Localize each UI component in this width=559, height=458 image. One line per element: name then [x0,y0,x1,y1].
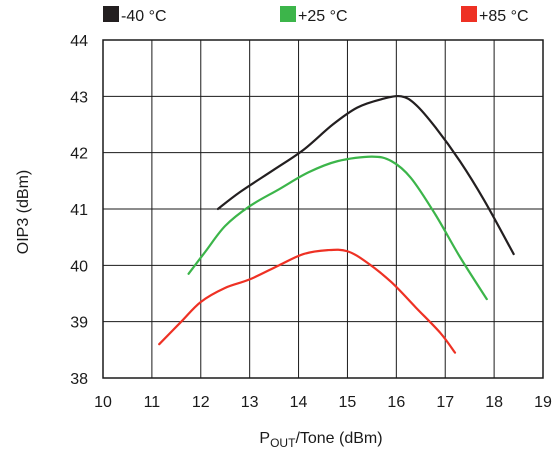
x-tick-label: 14 [290,394,308,411]
x-tick-labels: 10 11 12 13 14 15 16 17 18 19 [94,394,552,411]
x-tick-label: 11 [144,394,161,411]
legend-item-minus40c: -40 °C [103,6,167,25]
x-axis-label-suffix: /Tone (dBm) [295,430,382,447]
x-tick-label: 17 [436,394,454,411]
legend-item-plus85c: +85 °C [461,6,529,25]
series-lines [158,95,515,354]
legend-swatch [103,6,119,22]
x-axis-label: POUT/Tone (dBm) [259,430,382,450]
x-tick-label: 19 [534,394,552,411]
y-tick-label: 38 [70,371,88,388]
grid [102,39,544,379]
y-tick-labels: 38 39 40 41 42 43 44 [70,33,88,388]
x-tick-label: 13 [241,394,259,411]
y-tick-label: 43 [70,89,88,106]
legend-label: -40 °C [121,8,167,25]
y-tick-label: 42 [70,146,88,163]
y-axis-label: OIP3 (dBm) [15,170,32,254]
x-axis-label-main: P [259,430,270,447]
legend: -40 °C +25 °C +85 °C [103,6,529,25]
x-tick-label: 16 [387,394,405,411]
plot-border [102,39,544,379]
x-axis-label-subscript: OUT [270,436,296,450]
x-tick-label: 10 [94,394,112,411]
x-tick-label: 12 [192,394,210,411]
x-tick-label: 15 [339,394,357,411]
y-tick-label: 39 [70,315,88,332]
plot-frame [102,39,544,379]
series-line-plus85c [158,248,457,354]
legend-swatch [280,6,296,22]
y-tick-label: 41 [70,202,88,219]
y-tick-label: 44 [70,33,88,50]
legend-swatch [461,6,477,22]
legend-label: +85 °C [479,8,529,25]
legend-item-plus25c: +25 °C [280,6,348,25]
series-line-plus25c [187,155,488,301]
y-tick-label: 40 [70,258,88,275]
x-tick-label: 18 [485,394,503,411]
series-line-minus40c [216,95,515,256]
legend-label: +25 °C [298,8,348,25]
